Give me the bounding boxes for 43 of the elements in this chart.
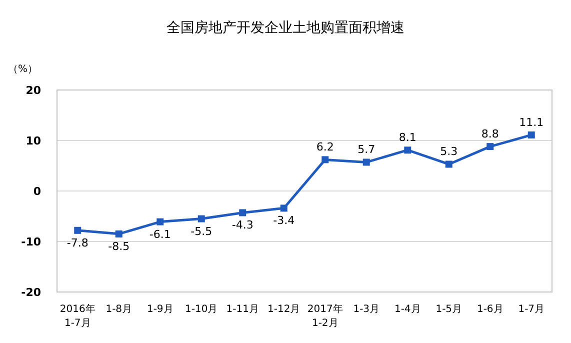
point xyxy=(74,226,82,234)
point xyxy=(322,156,329,164)
x-tick-label: 1-9月 xyxy=(146,304,174,315)
data-label: -4.3 xyxy=(232,218,254,232)
point xyxy=(362,158,370,166)
x-tick-label: 1-3月 xyxy=(353,304,380,315)
y-tick-label: -20 xyxy=(21,286,42,299)
x-tick-label: 1-8月 xyxy=(106,304,132,315)
data-label: 5.7 xyxy=(358,143,376,156)
data-label: 11.1 xyxy=(519,116,544,129)
point xyxy=(486,143,494,150)
point xyxy=(156,218,164,226)
point xyxy=(239,209,246,216)
data-label: 8.8 xyxy=(481,128,499,141)
x-tick-label: 1-10月 xyxy=(185,304,218,315)
y-tick-label: 20 xyxy=(26,84,42,97)
x-tick-label: 1-4月 xyxy=(394,304,421,315)
point xyxy=(115,230,122,238)
data-label: -6.1 xyxy=(149,228,171,241)
x-tick-label: 2017年 1-2月 xyxy=(307,303,343,329)
data-label: -5.5 xyxy=(190,224,212,238)
point xyxy=(280,204,288,212)
point xyxy=(445,160,452,168)
data-label: -8.5 xyxy=(108,240,130,253)
x-tick-label: 1-7月 xyxy=(518,304,545,315)
x-tick-label: 1-11月 xyxy=(226,304,259,315)
point xyxy=(528,131,535,138)
y-tick-label: 10 xyxy=(26,134,42,148)
x-tick-label: 1-6月 xyxy=(476,304,504,315)
data-label: 8.1 xyxy=(398,131,416,144)
x-tick-label: 2016年 1-7月 xyxy=(60,303,96,329)
x-tick-label: 1-12月 xyxy=(268,304,300,315)
point xyxy=(198,215,205,222)
data-label: 5.3 xyxy=(440,145,458,158)
x-tick-label: 1-5月 xyxy=(436,304,462,315)
y-tick-label: -10 xyxy=(21,236,42,248)
data-label: 6.2 xyxy=(316,140,334,154)
y-tick-label: 0 xyxy=(33,185,42,198)
y-axis-title: （%） xyxy=(8,64,38,75)
data-label: -3.4 xyxy=(273,214,295,228)
data-label: -7.8 xyxy=(66,236,88,250)
point xyxy=(404,146,412,154)
chart-title: 全国房地产开发企业土地购置面积增速 xyxy=(166,20,404,36)
